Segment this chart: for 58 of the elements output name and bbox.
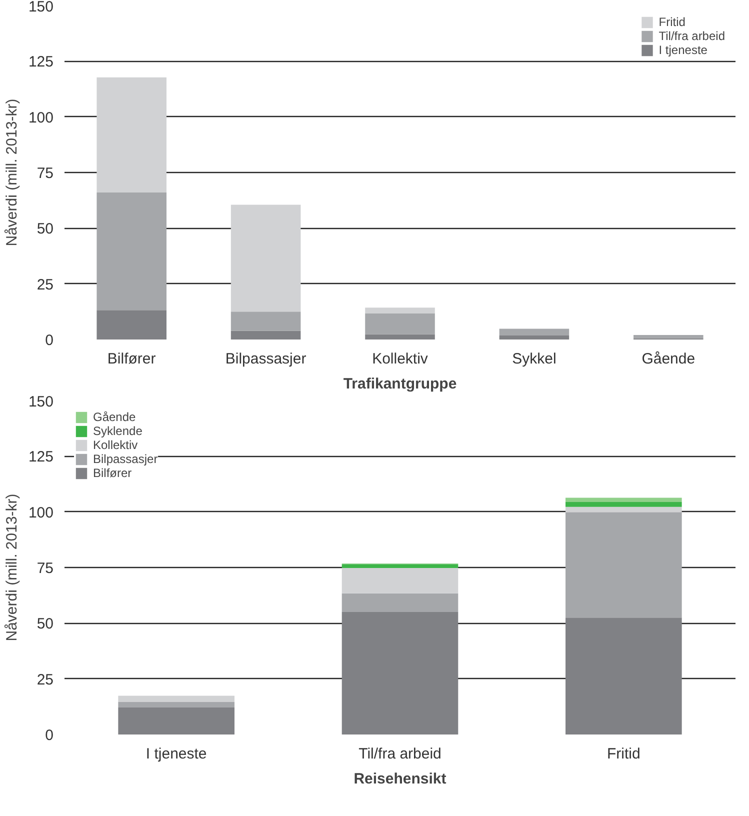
x-tick-label: Fritid (607, 746, 640, 762)
y-axis-title: Nåverdi (mill. 2013-kr) (3, 494, 20, 642)
x-tick-label: Bilpassasjer (225, 350, 306, 368)
x-tick-label: Kollektiv (372, 350, 428, 368)
bar (634, 335, 704, 338)
bar (118, 708, 234, 734)
y-tick-label: 75 (36, 560, 54, 577)
legend-label: Kollektiv (93, 438, 138, 452)
bar (230, 204, 301, 312)
bar (499, 328, 570, 336)
x-tick-label: Sykkel (512, 350, 556, 368)
y-tick-label: 0 (45, 332, 54, 349)
bar (499, 335, 570, 340)
bar (365, 308, 435, 314)
y-tick-label: 125 (28, 54, 54, 71)
bar (230, 330, 301, 340)
legend-label: Fritid (658, 15, 686, 29)
bar (566, 618, 682, 734)
bar (566, 502, 682, 507)
bar (96, 310, 166, 340)
legend-label: Syklende (93, 424, 142, 438)
legend-label: Bilpassasjer (93, 452, 158, 466)
x-axis-title: Reisehensikt (354, 770, 446, 788)
bar (566, 506, 682, 512)
legend-label: I tjeneste (658, 43, 708, 57)
bar (118, 702, 234, 708)
y-tick-label: 50 (36, 220, 54, 238)
y-tick-label: 25 (36, 671, 54, 688)
bar (342, 568, 458, 594)
x-axis-title: Trafikantgruppe (343, 376, 457, 392)
x-tick-label: Gående (642, 350, 696, 368)
y-tick-label: 0 (45, 727, 54, 744)
x-tick-label: Til/fra arbeid (358, 746, 442, 762)
bar (566, 498, 682, 502)
y-axis-title: Nåverdi (mill. 2013-kr) (3, 98, 20, 246)
bar (342, 612, 458, 734)
y-tick-label: 100 (28, 504, 54, 522)
x-tick-label: I tjeneste (146, 746, 207, 762)
bar (342, 564, 458, 568)
y-tick-label: 50 (36, 616, 54, 633)
y-tick-label: 150 (28, 0, 54, 16)
y-tick-label: 150 (28, 394, 54, 410)
bar (342, 593, 458, 612)
y-tick-label: 125 (28, 448, 54, 466)
bar (96, 77, 166, 193)
y-tick-label: 75 (36, 165, 54, 182)
bar (566, 512, 682, 618)
legend-label: Til/fra arbeid (658, 29, 725, 43)
bar (96, 192, 166, 310)
y-tick-label: 100 (28, 109, 54, 126)
bar (230, 312, 301, 331)
bar (365, 334, 435, 340)
bar (118, 696, 234, 702)
legend-label: Gående (93, 410, 136, 424)
x-tick-label: Bilfører (107, 350, 156, 368)
legend-label: Bilfører (93, 466, 132, 480)
bar (365, 313, 435, 334)
y-tick-label: 25 (36, 276, 54, 294)
